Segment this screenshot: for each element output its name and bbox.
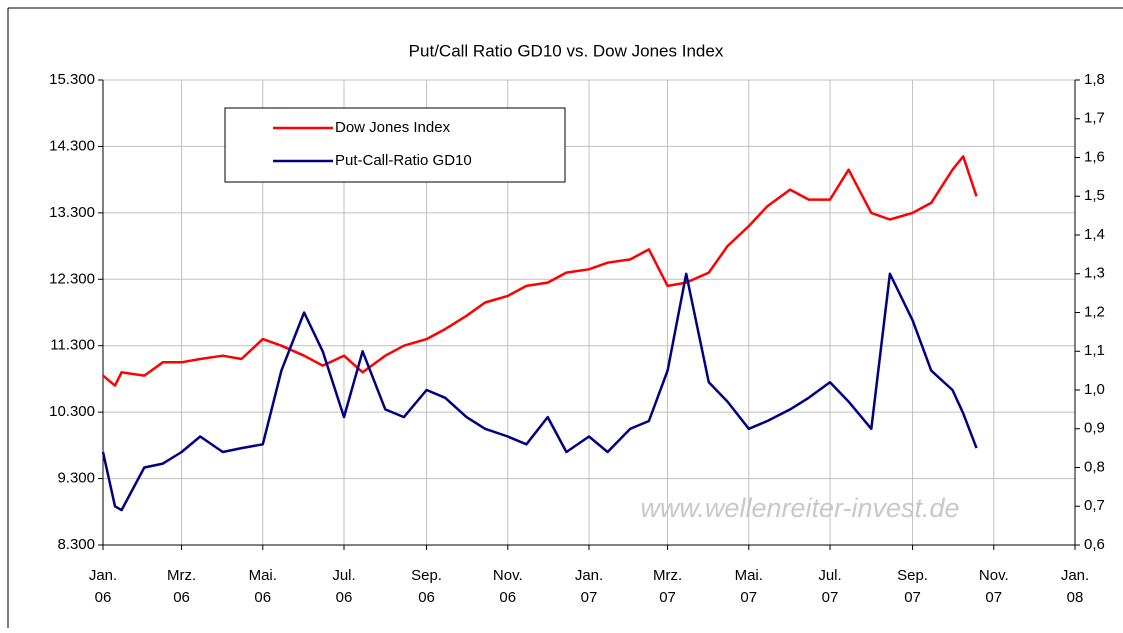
y-tick-label: 13.300 <box>49 204 95 221</box>
x-tick-label: Nov. 07 <box>978 567 1009 606</box>
watermark: www.wellenreiter-invest.de <box>640 493 959 523</box>
series-line <box>102 155 978 387</box>
y-tick-label: 8.300 <box>57 536 95 553</box>
y2-tick-label: 0,6 <box>1084 536 1105 553</box>
legend-box <box>224 107 566 183</box>
x-tick-label: Jan. 07 <box>574 567 604 606</box>
legend-label: Dow Jones Index <box>335 119 451 136</box>
y2-tick-label: 0,7 <box>1084 497 1105 514</box>
x-tick-label: Jul. 06 <box>332 567 356 606</box>
x-tick-label: Sep. 07 <box>897 567 928 606</box>
y-tick-label: 10.300 <box>49 403 95 420</box>
y-tick-label: 14.300 <box>49 137 95 154</box>
y-tick-label: 12.300 <box>49 270 95 287</box>
series-line <box>101 272 978 512</box>
x-tick-label: Jan. 08 <box>1060 567 1090 606</box>
x-tick-label: Sep. 06 <box>411 567 442 606</box>
chart-title: Put/Call Ratio GD10 vs. Dow Jones Index <box>409 41 724 60</box>
x-tick-label: Jan. 06 <box>88 567 118 606</box>
y2-tick-label: 1,4 <box>1084 226 1105 243</box>
y-tick-label: 11.300 <box>50 337 95 354</box>
y-tick-label: 9.300 <box>57 470 95 487</box>
legend-label: Put-Call-Ratio GD10 <box>335 152 472 169</box>
x-tick-label: Jul. 07 <box>818 567 842 606</box>
x-tick-label: Mai. 07 <box>734 567 763 606</box>
y2-tick-label: 1,6 <box>1084 148 1105 165</box>
y2-tick-label: 1,5 <box>1084 187 1105 204</box>
y2-tick-label: 1,3 <box>1084 265 1105 282</box>
x-tick-label: Mrz. 06 <box>166 567 197 606</box>
y2-tick-label: 1,7 <box>1084 110 1105 127</box>
x-tick-label: Mai. 06 <box>248 567 277 606</box>
x-tick-label: Nov. 06 <box>492 567 523 606</box>
y2-tick-label: 1,2 <box>1084 303 1105 320</box>
y2-tick-label: 0,8 <box>1084 458 1105 475</box>
y2-tick-label: 1,8 <box>1084 71 1105 88</box>
x-tick-label: Mrz. 07 <box>652 567 683 606</box>
y2-tick-label: 1,1 <box>1084 342 1105 359</box>
y2-tick-label: 1,0 <box>1084 381 1105 398</box>
y2-tick-label: 0,9 <box>1084 420 1105 437</box>
y-tick-label: 15.300 <box>49 71 95 88</box>
